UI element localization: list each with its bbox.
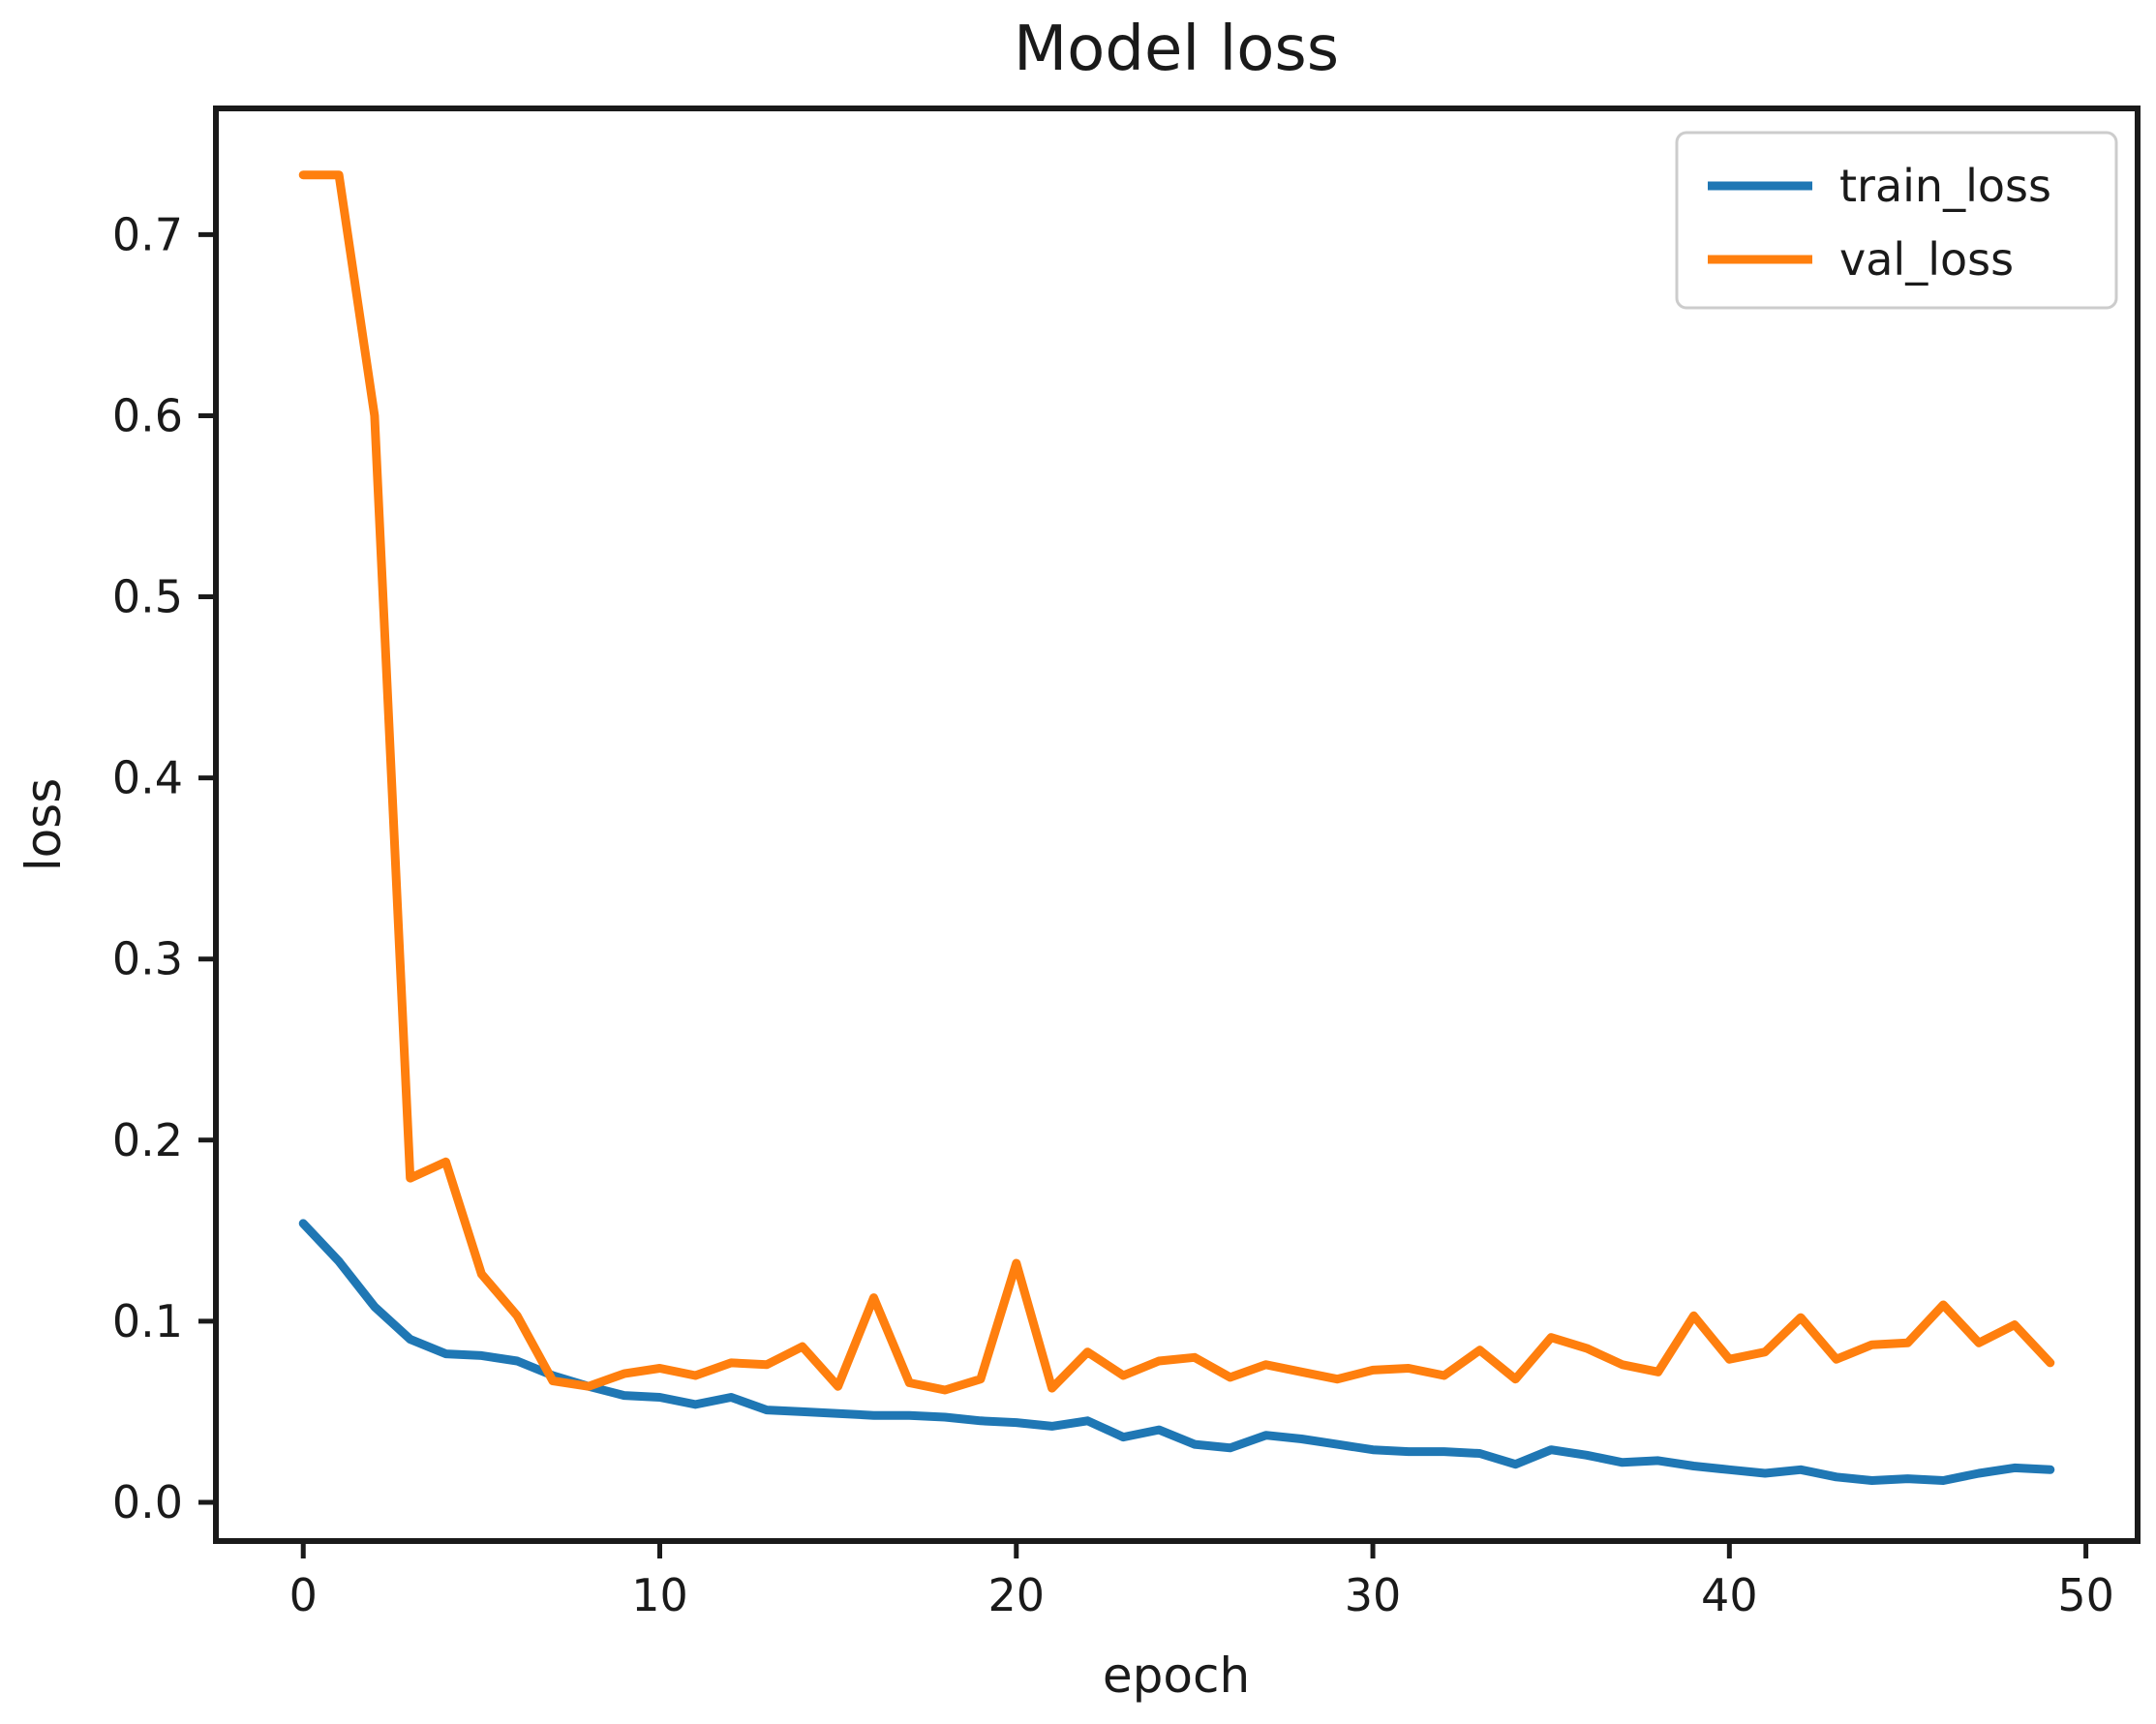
y-axis-label: loss — [15, 778, 72, 872]
y-tick-label: 0.4 — [112, 752, 183, 804]
y-tick-label: 0.1 — [112, 1295, 183, 1347]
y-tick-label: 0.3 — [112, 933, 183, 985]
legend-border — [1675, 131, 2118, 310]
y-tick-label: 0.6 — [112, 389, 183, 441]
legend-val-loss-label: val_loss — [1839, 233, 2014, 286]
y-tick-label: 0.7 — [112, 208, 183, 260]
y-tick-label: 0.2 — [112, 1114, 183, 1166]
x-tick-label: 10 — [631, 1569, 688, 1621]
chart-title: Model loss — [1014, 14, 1339, 85]
x-tick-label: 40 — [1701, 1569, 1758, 1621]
plot-area-border — [213, 106, 2141, 1544]
legend-train-loss-label: train_loss — [1839, 160, 2051, 212]
y-tick-label: 0.5 — [112, 571, 183, 623]
x-axis-ticks: 0 10 20 30 40 50 — [289, 1541, 2114, 1621]
x-tick-label: 50 — [2057, 1569, 2114, 1621]
val_loss-line — [298, 170, 2055, 1395]
train_loss-line — [298, 1219, 2055, 1485]
x-tick-label: 20 — [988, 1569, 1046, 1621]
data-series-lines — [298, 170, 2055, 1485]
legend-box: train_loss val_loss — [1675, 131, 2118, 310]
x-axis-label: epoch — [1103, 1648, 1250, 1704]
y-tick-label: 0.0 — [112, 1476, 183, 1528]
x-tick-label: 30 — [1345, 1569, 1402, 1621]
y-axis-ticks: 0.0 0.1 0.2 0.3 0.4 0.5 0.6 0.7 — [112, 208, 216, 1528]
x-tick-label: 0 — [289, 1569, 318, 1621]
